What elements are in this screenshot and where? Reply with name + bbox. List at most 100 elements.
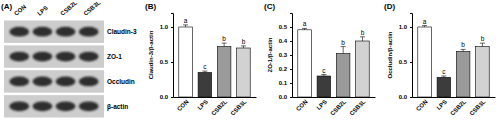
y-tick-label: 0.1: [279, 80, 288, 86]
y-tick-label: 0.2: [279, 66, 288, 72]
y-tick: 0.2: [279, 66, 292, 72]
significance-letter: b: [242, 38, 246, 45]
x-tick: LPS: [435, 97, 447, 111]
y-tick-mark: [171, 27, 173, 28]
y-tick-mark: [290, 55, 292, 56]
x-tick-label: LPS: [315, 99, 327, 111]
blot-band: [79, 77, 99, 87]
y-axis-line: [171, 14, 174, 98]
blot-strip: [4, 95, 104, 117]
blot-strip: [4, 70, 104, 92]
y-tick-label: 0.5: [399, 59, 408, 65]
error-bar: [441, 76, 446, 77]
x-axis-line: [174, 97, 257, 98]
y-tick-mark: [290, 83, 292, 84]
blot-band: [56, 52, 76, 62]
y-tick: 0.4: [279, 38, 292, 44]
y-tick-mark: [290, 41, 292, 42]
blot-band: [9, 77, 29, 87]
significance-letter: c: [322, 67, 326, 74]
x-tick: CSB2L: [449, 97, 467, 117]
x-axis: CON LPSCSB2LCSB3L: [413, 97, 496, 117]
protein-label: Occludin: [107, 78, 135, 85]
x-tick: CON: [176, 97, 190, 112]
bar: [317, 76, 331, 97]
blot-band: [79, 27, 99, 37]
lane-label: CON: [13, 4, 27, 17]
significance-letter: b: [361, 29, 365, 36]
panel-label: (B): [145, 2, 156, 11]
x-tick-label: CSB2L: [210, 98, 228, 116]
bar-chart: (D)acbb0.00.51.0CONLPSCSB2LCSB3LOccludin…: [384, 2, 496, 117]
error-bar: [360, 37, 365, 41]
error-bar: [241, 46, 246, 48]
bar: [237, 48, 251, 97]
significance-letter: b: [222, 35, 226, 42]
y-tick-mark: [290, 97, 292, 98]
y-tick-label: 0.5: [279, 24, 288, 30]
y-tick-mark: [290, 69, 292, 70]
x-axis: CON LPSCSB2LCSB3L: [174, 97, 257, 117]
x-tick-label: CSB3L: [229, 98, 247, 116]
y-tick: 0.5: [399, 59, 412, 65]
blot-band: [56, 77, 76, 87]
significance-letter: b: [481, 35, 485, 42]
error-bar: [341, 47, 346, 54]
x-tick: CSB2L: [329, 97, 347, 117]
bar: [356, 41, 370, 97]
y-tick-mark: [410, 62, 412, 63]
y-axis-line: [410, 14, 413, 98]
bar-chart: (B)acbb0.00.51.0CONLPSCSB2LCSB3LClaudin-…: [145, 2, 257, 117]
blot-band: [33, 101, 53, 111]
bar: [437, 77, 451, 97]
y-axis: 0.0 0.1 0.2 0.3 0.4 0.5: [279, 14, 293, 101]
bar-chart: (C)acbb0.00.10.20.30.40.5CONLPSCSB2LCSB3…: [264, 2, 376, 117]
panel-label: (C): [264, 2, 275, 11]
bar: [476, 47, 490, 97]
x-tick: CSB3L: [468, 97, 486, 117]
y-tick-label: 0.4: [279, 38, 288, 44]
y-axis-title: ZO-1/β-actin: [267, 37, 273, 72]
blot-band: [56, 101, 76, 111]
blot-strip: [4, 45, 104, 67]
x-tick: CSB2L: [210, 97, 228, 117]
y-tick-mark: [171, 62, 173, 63]
y-axis: 0.0 0.5 1.0: [399, 14, 413, 101]
y-tick-label: 1.0: [160, 24, 169, 30]
error-bar: [480, 43, 485, 47]
y-tick-label: 0.5: [160, 59, 169, 65]
x-tick: CON: [415, 97, 429, 112]
bar: [179, 27, 193, 97]
x-tick-label: CSB3L: [468, 98, 486, 116]
x-tick-label: CSB3L: [348, 98, 366, 116]
y-tick-label: 0.0: [279, 94, 288, 100]
x-tick-label: CSB2L: [329, 98, 347, 116]
marks: [179, 25, 250, 97]
blot-band: [79, 101, 99, 111]
blot-band: [33, 27, 53, 37]
y-tick: 0.0: [399, 94, 412, 100]
y-axis-title: Claudin-3/β-actin: [148, 30, 154, 79]
x-tick: CON: [295, 97, 309, 112]
y-tick: 0.5: [160, 59, 173, 65]
protein-label: β-actin: [107, 103, 128, 111]
blot-band: [33, 52, 53, 62]
y-tick: 0.3: [279, 52, 292, 58]
y-tick: 1.0: [399, 24, 412, 30]
x-tick: CSB3L: [348, 97, 366, 117]
bar: [336, 54, 350, 97]
y-tick-mark: [410, 97, 412, 98]
error-bar: [302, 28, 307, 29]
error-bar: [321, 75, 326, 76]
y-tick: 0.0: [279, 94, 292, 100]
error-bar: [461, 49, 466, 51]
significance-letter: c: [203, 63, 207, 70]
x-tick: LPS: [315, 97, 327, 111]
lane-label: CSB3L: [82, 0, 101, 17]
y-tick-label: 0.3: [279, 52, 288, 58]
y-tick: 0.5: [279, 24, 292, 30]
lane-label: CSB2L: [59, 0, 78, 17]
bar: [456, 52, 470, 98]
significance-letter: c: [442, 68, 446, 75]
x-tick-label: LPS: [196, 99, 208, 111]
